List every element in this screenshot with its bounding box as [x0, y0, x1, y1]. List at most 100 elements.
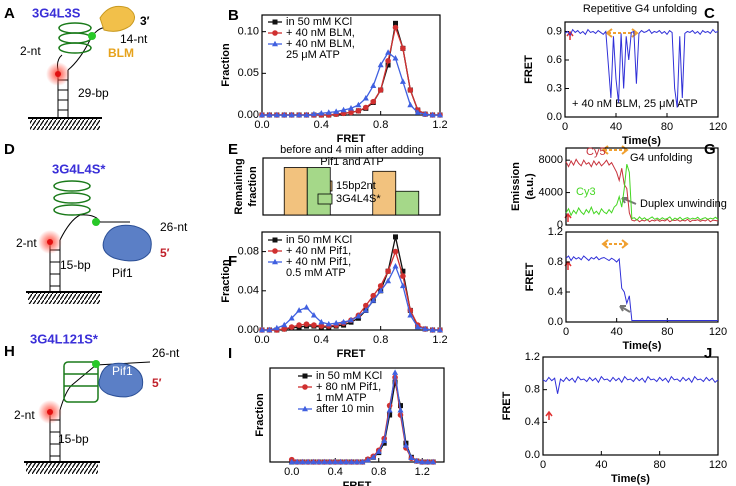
marker: [310, 458, 317, 465]
chart: C 0 40 80 120 0.0 0.3 0.6 0.9 Time(s) FRET Repetiti…: [523, 3, 727, 147]
marker: [414, 323, 421, 330]
marker: [424, 458, 431, 465]
surface: [30, 118, 100, 130]
marker: [303, 304, 310, 310]
legend-line: 0.5 mM ATP: [286, 267, 346, 279]
y-tick-label: 0.4: [525, 416, 540, 428]
pif1-protein: [98, 362, 144, 398]
marker: [288, 324, 295, 330]
panel-label: D: [4, 141, 15, 158]
marker: [310, 312, 317, 318]
plot-frame: [564, 21, 719, 118]
y-axis-label: FRET: [523, 55, 535, 84]
x-tick-label: 0.4: [314, 119, 329, 131]
marker: [288, 111, 295, 118]
overhang-label: 14-nt: [120, 32, 148, 46]
marker: [398, 403, 403, 409]
marker: [266, 111, 273, 118]
marker: [296, 307, 303, 313]
x-tick-label: 0.4: [314, 334, 329, 346]
legend-label: + 40 nM Pif1,: [286, 245, 351, 257]
series-label: Cy3: [576, 186, 596, 198]
y-tick-label: 0.0: [548, 316, 563, 328]
y-tick-label: 0.10: [238, 26, 259, 38]
marker: [288, 314, 295, 321]
plot-frame: [565, 231, 719, 323]
x-axis-label: FRET: [337, 348, 366, 360]
x-tick-label: 0.8: [373, 119, 388, 131]
marker: [385, 49, 392, 55]
x-axis-label: Time(s): [611, 473, 650, 485]
marker: [437, 326, 443, 333]
y-tick-label: 0.8: [548, 256, 563, 268]
marker: [419, 458, 426, 465]
protein-label: Pif1: [112, 266, 133, 280]
x-tick-label: 120: [709, 459, 727, 471]
marker: [370, 98, 377, 105]
marker: [400, 273, 406, 279]
panel-label: A: [4, 5, 15, 22]
surface: [28, 292, 100, 304]
marker: [387, 412, 393, 418]
marker: [321, 458, 328, 465]
marker: [326, 458, 333, 465]
panel-label: H: [4, 343, 15, 360]
marker: [273, 111, 280, 118]
marker: [333, 319, 340, 326]
x-tick-label: 0: [563, 326, 569, 338]
marker: [393, 20, 398, 26]
marker: [281, 326, 288, 332]
plot-frame: [542, 356, 719, 456]
end-label: 5′: [160, 246, 170, 260]
x-tick-label: 0.0: [254, 334, 269, 346]
x-axis-label: FRET: [337, 133, 366, 145]
marker: [399, 78, 406, 84]
marker: [377, 61, 384, 68]
marker: [364, 456, 371, 463]
legend-label: in 50 mM KCl: [316, 370, 382, 382]
x-tick-label: 1.2: [432, 334, 447, 346]
y-axis-label: FRET: [501, 391, 513, 420]
gap-label: 2-nt: [16, 236, 37, 250]
marker: [302, 373, 308, 379]
legend-label: + 40 nM BLM, 25 μM ATP: [286, 38, 358, 61]
series-line: [542, 375, 719, 394]
plot-frame: [565, 147, 719, 226]
marker: [377, 283, 384, 289]
marker: [385, 268, 391, 275]
marker: [348, 109, 354, 116]
overhang-label: 26-nt: [160, 220, 188, 234]
diagram-h: H 3G4L121S* 26-nt Pif1 5′ 2-nt 15-bp: [4, 331, 180, 474]
marker: [370, 454, 377, 460]
cy5-dye: [92, 360, 100, 368]
x-tick-label: 0.8: [371, 466, 386, 478]
marker: [348, 458, 355, 465]
chart-title: Pif1 and ATP: [320, 156, 383, 168]
marker: [392, 369, 399, 375]
marker: [392, 248, 399, 255]
marker: [363, 104, 369, 111]
x-tick-label: 0.0: [254, 119, 269, 131]
marker: [392, 379, 398, 385]
marker: [340, 106, 347, 113]
annotation: Duplex unwinding: [640, 198, 727, 210]
x-tick-label: 80: [661, 121, 673, 133]
legend-label: after 10 min: [316, 403, 374, 415]
protein-label: BLM: [108, 46, 134, 60]
marker: [348, 316, 354, 323]
x-tick-label: 1.2: [432, 119, 447, 131]
marker: [377, 87, 384, 93]
y-tick-label: 0.3: [547, 82, 562, 94]
marker: [303, 111, 310, 118]
marker: [296, 111, 303, 118]
cy5-dye: [92, 218, 100, 226]
marker: [272, 248, 278, 254]
y-tick-label: 1.2: [525, 351, 540, 363]
gap-label: 2-nt: [14, 408, 35, 422]
marker: [288, 458, 295, 465]
marker: [325, 109, 332, 115]
chart: I 0.0 0.4 0.8 1.2 FRET Fraction in 50 mM KCl+ 8…: [228, 345, 445, 486]
legend-line: + 40 nM Pif1,: [286, 256, 354, 268]
construct-name: 3G4L4S*: [52, 161, 106, 176]
